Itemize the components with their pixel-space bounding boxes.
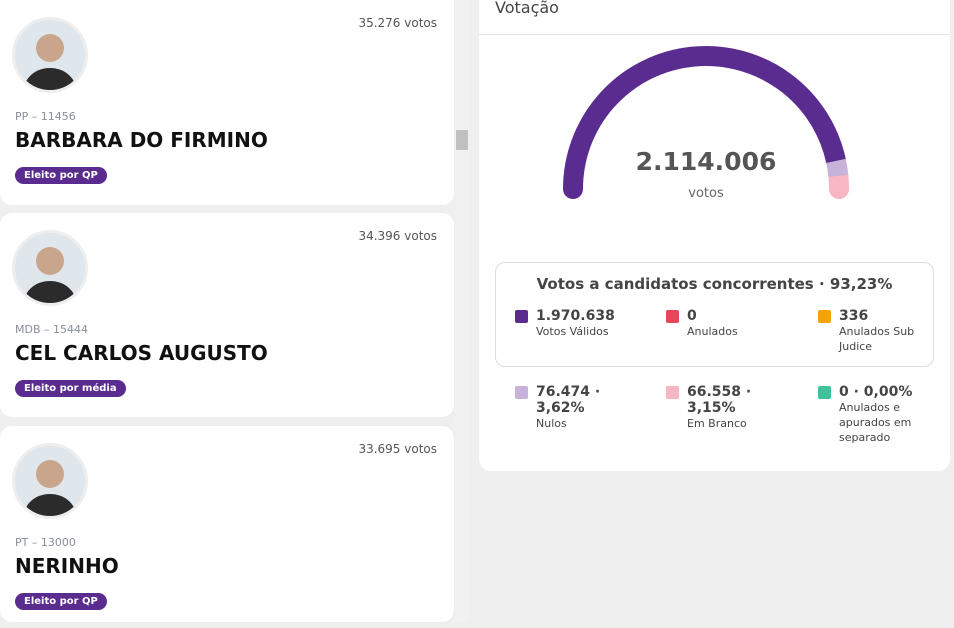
badge: Eleito por QP: [15, 593, 107, 610]
legend-item: 0 Anulados: [666, 308, 766, 339]
avatar: [12, 17, 88, 93]
box: [495, 262, 934, 367]
item-value: 0: [687, 308, 697, 324]
swatch: [818, 386, 831, 399]
gauge: 2.114.006 votos: [563, 46, 849, 201]
swatch: [666, 386, 679, 399]
item-value: 0 · 0,00%: [839, 384, 913, 400]
item-name: Votos Válidos: [536, 325, 609, 338]
item-name: Em Branco: [687, 417, 747, 430]
swatch: [515, 386, 528, 399]
party: PP – 11456: [15, 110, 76, 123]
swatch: [818, 310, 831, 323]
legend-item: 66.558 · 3,15% Em Branco: [666, 384, 761, 431]
swatch: [666, 310, 679, 323]
candidate-card: 33.695 votos PT – 13000 NERINHO Eleito por …: [0, 426, 454, 622]
badge: Eleito por QP: [15, 167, 107, 184]
candidate-card: 35.276 votos PP – 11456 BARBARA DO FIRMINO…: [0, 0, 454, 205]
votes: 35.276 votos: [358, 16, 437, 30]
party: PT – 13000: [15, 536, 76, 549]
divider: [479, 34, 950, 35]
badge: Eleito por média: [15, 380, 126, 397]
legend-item: 76.474 · 3,62% Nulos: [515, 384, 610, 431]
avatar: [12, 443, 88, 519]
candidate-card: 34.396 votos MDB – 15444 CEL CARLOS AUGUST…: [0, 213, 454, 417]
votes: 34.396 votos: [358, 229, 437, 243]
party: MDB – 15444: [15, 323, 88, 336]
candidate-name: NERINHO: [15, 554, 119, 578]
item-name: Anulados Sub Judice: [839, 325, 915, 353]
item-value: 66.558 · 3,15%: [687, 384, 752, 416]
total-unit: votos: [688, 186, 724, 201]
item-name: Nulos: [536, 417, 567, 430]
avatar: [12, 230, 88, 306]
swatch: [515, 310, 528, 323]
item-name: Anulados e apurados em separado: [839, 401, 912, 444]
legend-item: 0 · 0,00% Anulados e apurados em separado: [818, 384, 913, 445]
candidate-name: CEL CARLOS AUGUSTO: [15, 341, 268, 365]
candidate-name: BARBARA DO FIRMINO: [15, 128, 268, 152]
item-value: 336: [839, 308, 869, 324]
votacao-panel: Votação 2.114.006 votos Votos a candidato…: [479, 0, 950, 471]
item-name: Anulados: [687, 325, 738, 338]
gauge-segment: [563, 46, 846, 199]
gauge-segment: [828, 165, 849, 199]
item-value: 1.970.638: [536, 308, 615, 324]
scroll-thumb[interactable]: [456, 130, 468, 150]
legend-item: 1.970.638 Votos Válidos: [515, 308, 615, 339]
item-value: 76.474 · 3,62%: [536, 384, 601, 416]
panel-title: Votação: [495, 0, 559, 17]
total: 2.114.006: [636, 147, 777, 176]
scrollbar: [455, 0, 469, 622]
gauge-segment: [826, 158, 849, 177]
votes: 33.695 votos: [358, 442, 437, 456]
box-title: Votos a candidatos concorrentes · 93,23%: [536, 275, 893, 293]
legend-item: 336 Anulados Sub Judice: [818, 308, 918, 354]
